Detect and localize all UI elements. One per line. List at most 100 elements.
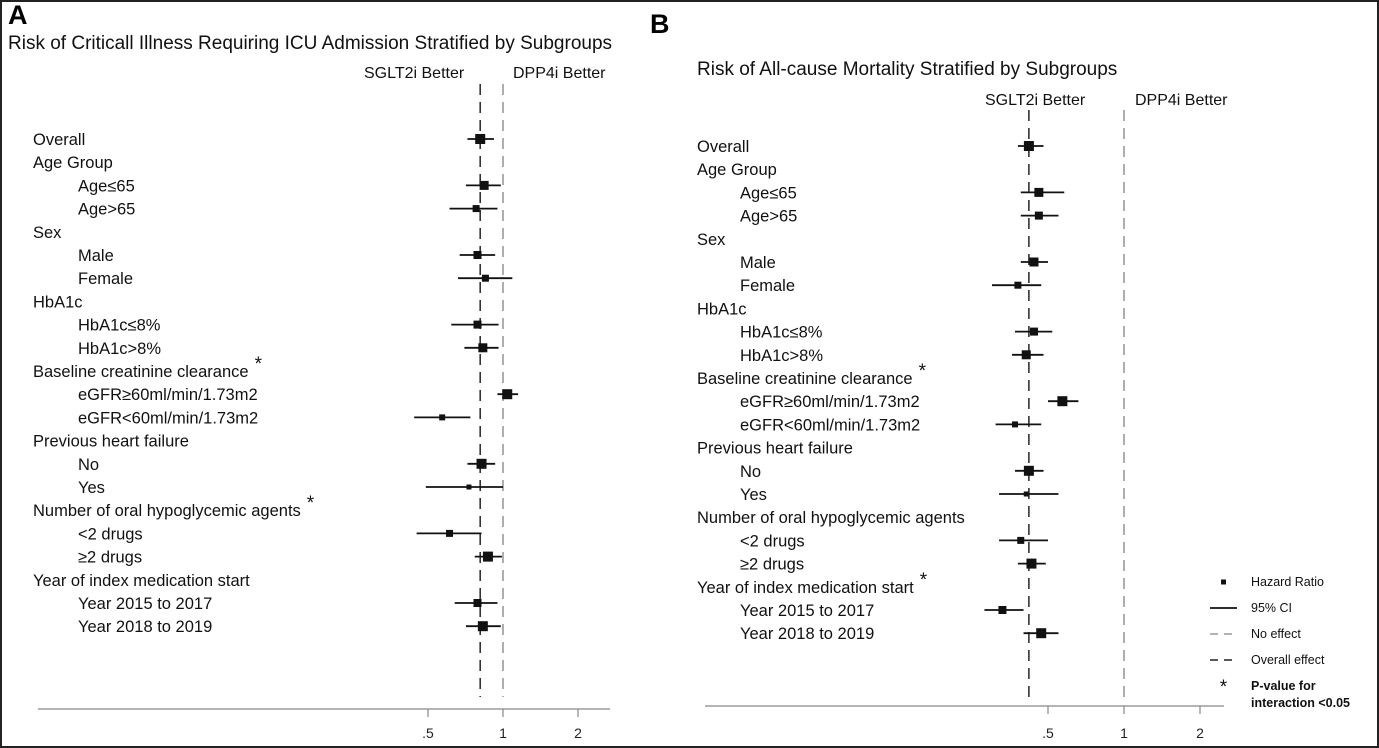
x-tick-label: 1 [1120, 725, 1128, 741]
legend-label: P-value for interaction <0.05 [1251, 679, 1350, 710]
row-label: Yes [78, 479, 105, 497]
legend-point-icon [1221, 579, 1226, 585]
x-tick-label: .5 [1042, 725, 1054, 741]
row-label: Age>65 [78, 201, 135, 219]
row-label: Year 2015 to 2017 [740, 602, 874, 620]
row-label: Overall [33, 131, 85, 149]
row-label: Age>65 [740, 208, 797, 226]
panel-title: Risk of All-cause Mortality Stratified b… [697, 59, 1117, 80]
legend-item: 95% CI [1210, 601, 1292, 615]
row-label: Male [78, 247, 114, 265]
row-label: HbA1c [33, 293, 83, 311]
row-label: eGFR<60ml/min/1.73m2 [78, 409, 258, 427]
hazard-ratio-point [1023, 141, 1034, 151]
hazard-ratio-point [476, 458, 487, 469]
row-label: HbA1c>8% [740, 347, 823, 365]
legend-item: No effect [1210, 627, 1301, 641]
legend-label: Overall effect [1251, 653, 1325, 667]
hazard-ratio-point [1029, 327, 1038, 336]
row-label: Number of oral hypoglycemic agents [33, 502, 301, 520]
hazard-ratio-point [482, 551, 493, 562]
hazard-ratio-point [473, 599, 482, 607]
row-label: Year 2018 to 2019 [78, 618, 212, 636]
row-label: HbA1c [697, 300, 747, 318]
interaction-star: * [307, 493, 315, 514]
hazard-ratio-point [1029, 257, 1039, 267]
hazard-ratio-point [466, 484, 472, 490]
row-label: ≥2 drugs [740, 556, 804, 574]
row-label: No [78, 456, 99, 474]
row-label: HbA1c≤8% [78, 317, 161, 335]
panel-a: A Risk of Criticall Illness Requiring ICU… [8, 0, 612, 741]
legend: Hazard Ratio 95% CI No effect Overall effec… [1210, 575, 1350, 710]
row-label: Sex [33, 224, 62, 242]
row-label: Female [740, 277, 795, 295]
left-header: SGLT2i Better [364, 65, 465, 82]
row-label: Previous heart failure [33, 433, 189, 451]
row-label: HbA1c>8% [78, 340, 161, 358]
row-label: <2 drugs [78, 525, 143, 543]
legend-star-icon: * [1220, 677, 1228, 698]
hazard-ratio-point [473, 251, 482, 259]
hazard-ratio-point [472, 205, 480, 213]
row-label: <2 drugs [740, 532, 805, 550]
x-tick-label: 2 [574, 725, 582, 741]
row-label: Year of index medication start [33, 572, 250, 590]
legend-label: No effect [1251, 627, 1301, 641]
x-tick-label: .5 [422, 725, 434, 741]
panel-label: B [650, 9, 670, 39]
right-header: DPP4i Better [513, 65, 606, 82]
hazard-ratio-point [439, 414, 446, 421]
hazard-ratio-point [998, 606, 1007, 614]
hazard-ratio-point [478, 343, 488, 353]
row-label: Baseline creatinine clearance [697, 370, 913, 388]
hazard-ratio-point [446, 529, 454, 537]
hazard-ratio-point [1017, 536, 1025, 544]
right-header: DPP4i Better [1135, 92, 1228, 109]
row-label: eGFR≥60ml/min/1.73m2 [740, 393, 920, 411]
hazard-ratio-point [1014, 281, 1022, 289]
row-label: Baseline creatinine clearance [33, 363, 249, 381]
interaction-star: * [920, 570, 928, 591]
row-label: No [740, 463, 761, 481]
hazard-ratio-point [502, 389, 513, 400]
interaction-star: * [255, 354, 263, 375]
panel-b: B Risk of All-cause Mortality Stratified … [650, 9, 1228, 741]
row-label: Sex [697, 231, 726, 249]
hazard-ratio-point [477, 621, 488, 632]
row-label: Age Group [697, 161, 777, 179]
panels: A Risk of Criticall Illness Requiring ICU… [8, 0, 1228, 741]
row-label: Overall [697, 138, 749, 156]
hazard-ratio-point [475, 134, 486, 144]
x-tick-label: 2 [1196, 725, 1204, 741]
legend-item: Overall effect [1210, 653, 1325, 667]
hazard-ratio-point [1023, 491, 1029, 497]
hazard-ratio-point [1036, 628, 1047, 639]
hazard-ratio-point [479, 180, 489, 190]
hazard-ratio-point [1023, 465, 1034, 476]
legend-item: * P-value for interaction <0.05 [1220, 677, 1350, 710]
row-label: Year of index medication start [697, 579, 914, 597]
x-tick-label: 1 [499, 725, 507, 741]
row-label: Female [78, 270, 133, 288]
row-label: ≥2 drugs [78, 549, 142, 567]
row-label: Male [740, 254, 776, 272]
row-label: HbA1c≤8% [740, 324, 823, 342]
legend-label: 95% CI [1251, 601, 1292, 615]
row-label: Age Group [33, 154, 113, 172]
row-label: Number of oral hypoglycemic agents [697, 509, 965, 527]
hazard-ratio-point [1021, 350, 1031, 360]
row-label: eGFR≥60ml/min/1.73m2 [78, 386, 258, 404]
hazard-ratio-point [1026, 558, 1037, 569]
row-label: Year 2018 to 2019 [740, 625, 874, 643]
row-label: Previous heart failure [697, 440, 853, 458]
panel-label: A [8, 0, 28, 30]
row-label: Yes [740, 486, 767, 504]
row-label: Age≤65 [78, 177, 135, 195]
hazard-ratio-point [1057, 396, 1068, 407]
hazard-ratio-point [1011, 421, 1018, 428]
legend-label: Hazard Ratio [1251, 575, 1324, 589]
hazard-ratio-point [473, 320, 482, 329]
